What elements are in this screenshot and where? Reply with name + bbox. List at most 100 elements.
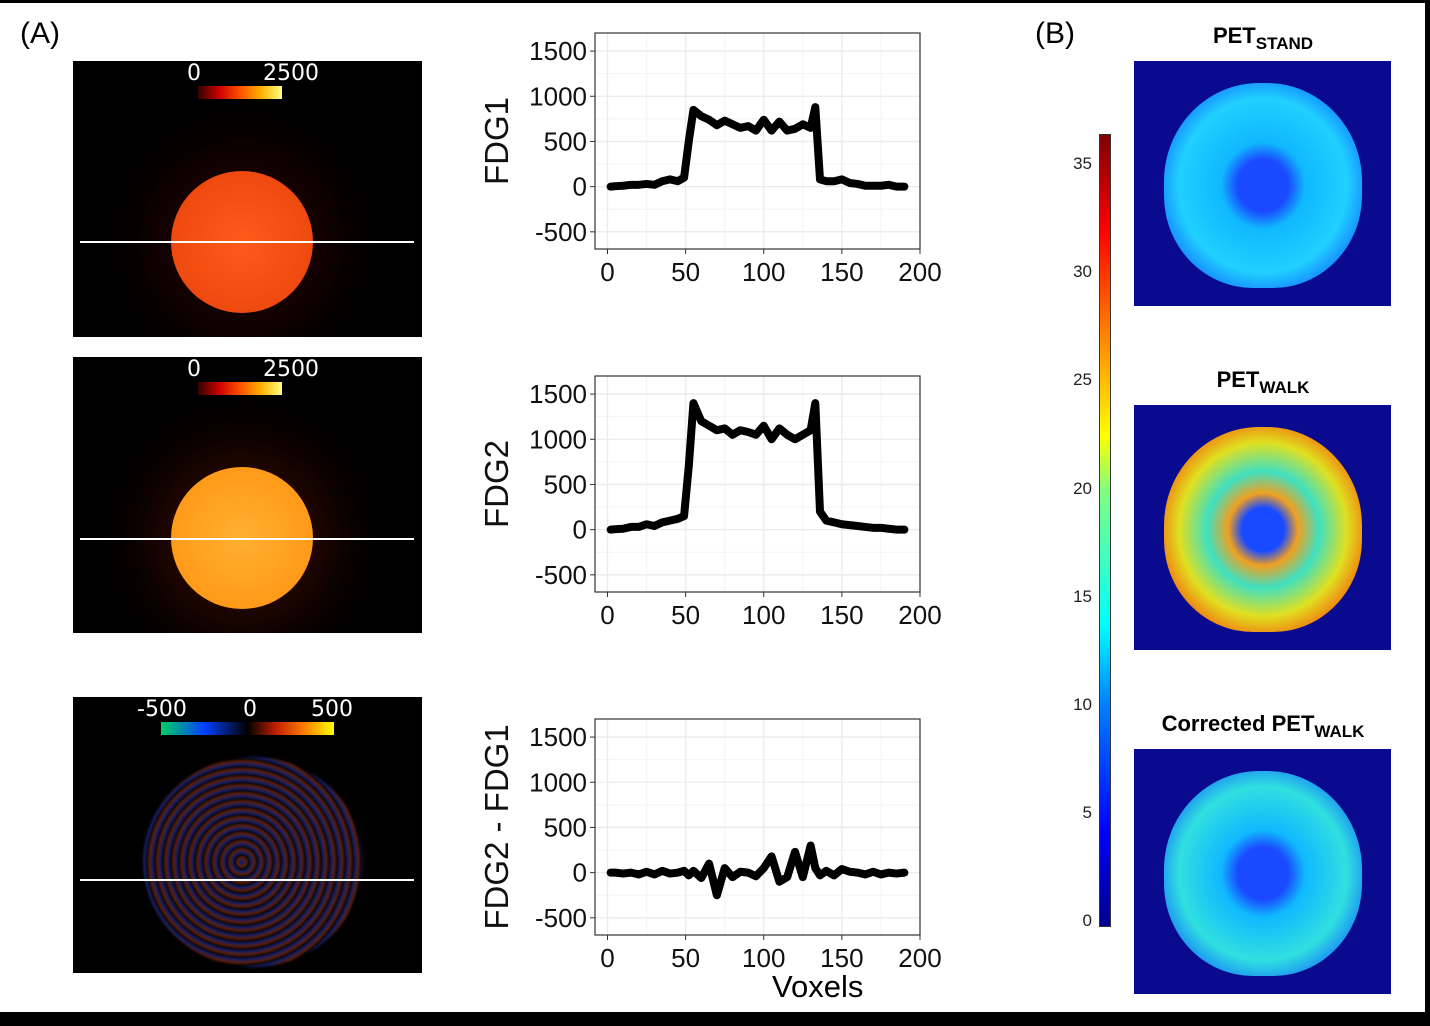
colorbar-hot bbox=[198, 382, 282, 395]
data-point bbox=[818, 177, 822, 182]
y-tick-label: 500 bbox=[544, 812, 587, 842]
colorbar-tick-label: 35 bbox=[1073, 154, 1092, 174]
data-point bbox=[644, 181, 649, 186]
title-subscript: WALK bbox=[1314, 722, 1365, 741]
data-point bbox=[686, 464, 691, 469]
data-point bbox=[668, 871, 672, 876]
data-point bbox=[847, 523, 852, 528]
title-text: Corrected PET bbox=[1161, 711, 1315, 736]
data-point bbox=[746, 430, 751, 435]
jet-colorbar bbox=[1099, 134, 1111, 927]
title-subscript: WALK bbox=[1259, 378, 1310, 397]
x-axis-label: Voxels bbox=[772, 969, 864, 1004]
data-point bbox=[699, 419, 704, 424]
data-point bbox=[871, 869, 876, 874]
data-point bbox=[832, 520, 837, 525]
colorbar-max: 500 bbox=[311, 697, 353, 722]
y-tick-label: 1500 bbox=[529, 36, 587, 66]
data-point bbox=[636, 872, 641, 877]
x-tick-label: 200 bbox=[898, 257, 941, 287]
data-point bbox=[878, 872, 883, 877]
brain-image-stand bbox=[1134, 61, 1391, 306]
y-tick-label: 0 bbox=[573, 858, 587, 888]
data-point bbox=[808, 125, 813, 130]
y-tick-label: -500 bbox=[535, 560, 587, 590]
data-point bbox=[608, 527, 613, 532]
data-point bbox=[738, 125, 743, 130]
brain-shape bbox=[1164, 427, 1362, 632]
data-point bbox=[628, 870, 633, 875]
phantom-noise bbox=[143, 757, 363, 967]
data-point bbox=[832, 179, 837, 184]
data-point bbox=[800, 432, 805, 437]
x-tick-label: 100 bbox=[742, 257, 785, 287]
phantom-image-fdg1: 0 2500 bbox=[73, 61, 422, 337]
data-point bbox=[652, 182, 657, 187]
data-point bbox=[738, 428, 743, 433]
data-point bbox=[722, 426, 727, 431]
data-point bbox=[761, 117, 766, 122]
data-point bbox=[769, 854, 774, 859]
data-point bbox=[800, 875, 805, 880]
x-tick-label: 200 bbox=[898, 943, 941, 973]
data-point bbox=[863, 872, 868, 877]
data-point bbox=[886, 182, 891, 187]
data-point bbox=[769, 128, 774, 133]
data-point bbox=[730, 432, 735, 437]
data-point bbox=[628, 524, 633, 529]
data-point bbox=[886, 870, 891, 875]
data-point bbox=[824, 179, 829, 184]
data-point bbox=[818, 873, 822, 878]
colorbar-tick-label: 30 bbox=[1073, 262, 1092, 282]
x-tick-label: 50 bbox=[671, 257, 700, 287]
data-point bbox=[730, 122, 735, 127]
colorbar-max: 2500 bbox=[263, 61, 319, 86]
data-point bbox=[902, 184, 907, 189]
colorbar-max: 2500 bbox=[263, 357, 319, 382]
title-subscript: STAND bbox=[1255, 34, 1314, 53]
data-point bbox=[785, 128, 790, 133]
colorbar-min: 0 bbox=[187, 357, 201, 382]
profile-line bbox=[80, 879, 414, 881]
data-point bbox=[818, 509, 822, 514]
x-tick-label: 0 bbox=[600, 943, 614, 973]
data-point bbox=[793, 849, 797, 854]
data-point bbox=[902, 527, 907, 532]
y-tick-label: 1500 bbox=[529, 722, 587, 752]
colorbar-tick-label: 20 bbox=[1073, 478, 1092, 498]
x-tick-label: 150 bbox=[820, 943, 863, 973]
data-point bbox=[894, 527, 899, 532]
data-point bbox=[691, 401, 696, 406]
data-point bbox=[608, 184, 613, 189]
data-point bbox=[682, 514, 687, 519]
y-axis-label: FDG2 - FDG1 bbox=[480, 724, 515, 929]
colorbar-tick-label: 15 bbox=[1073, 586, 1092, 606]
data-point bbox=[738, 869, 743, 874]
y-tick-label: 500 bbox=[544, 126, 587, 156]
data-point bbox=[652, 872, 657, 877]
colorbar-tick-label: 10 bbox=[1073, 694, 1092, 714]
data-point bbox=[675, 179, 680, 184]
line-plot-difference: 0 50 100 150 200 -500 0 500 1000 1500 FDG2 - FDG1 bbox=[480, 718, 942, 973]
data-point bbox=[824, 868, 829, 873]
data-point bbox=[894, 184, 899, 189]
data-point bbox=[902, 870, 907, 875]
data-point bbox=[777, 426, 782, 431]
data-point bbox=[832, 873, 837, 878]
data-point bbox=[808, 843, 813, 848]
data-point bbox=[746, 124, 751, 129]
colorbar-tick-label: 0 bbox=[1082, 911, 1092, 930]
data-point bbox=[691, 107, 696, 112]
title-text: PET bbox=[1212, 23, 1256, 48]
data-point bbox=[691, 868, 696, 873]
brain-title-walk: PETWALK bbox=[1113, 367, 1413, 398]
data-point bbox=[800, 122, 805, 127]
data-point bbox=[707, 117, 712, 122]
data-point bbox=[839, 867, 844, 872]
data-point bbox=[839, 522, 844, 527]
y-tick-label: -500 bbox=[535, 217, 587, 247]
colorbar-min: 0 bbox=[187, 61, 201, 86]
data-point bbox=[753, 128, 758, 133]
data-point bbox=[714, 893, 719, 898]
y-tick-label: -500 bbox=[535, 903, 587, 933]
